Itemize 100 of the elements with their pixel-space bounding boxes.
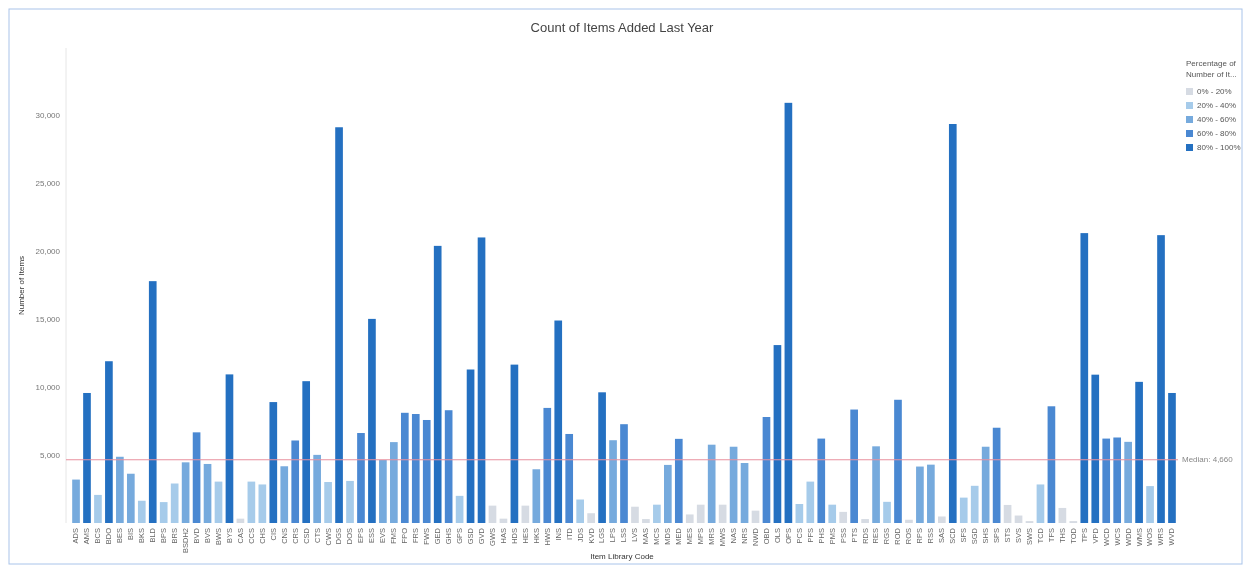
bar bbox=[850, 409, 858, 523]
bar bbox=[357, 433, 365, 523]
bar bbox=[631, 506, 639, 523]
bar bbox=[981, 446, 990, 523]
y-tick-label: 15,000 bbox=[35, 314, 61, 324]
bar bbox=[532, 469, 541, 523]
bar bbox=[126, 473, 135, 523]
bar bbox=[335, 127, 343, 523]
ref-line-label: Median: 4,660 bbox=[1182, 455, 1234, 465]
bar bbox=[948, 124, 957, 523]
legend-label: 40% - 60% bbox=[1197, 115, 1237, 124]
bar bbox=[883, 501, 891, 523]
bar bbox=[346, 480, 354, 523]
x-axis-title: Item Library Code bbox=[590, 552, 655, 561]
bar bbox=[1080, 233, 1089, 523]
bar bbox=[1124, 441, 1132, 523]
legend-label: 0% - 20% bbox=[1197, 87, 1232, 96]
bar bbox=[291, 440, 300, 523]
bar bbox=[861, 519, 869, 523]
bar bbox=[422, 419, 431, 523]
bar bbox=[587, 513, 595, 523]
bar bbox=[83, 392, 91, 523]
bar bbox=[390, 442, 398, 523]
legend-title: Percentage of Number of It... bbox=[1186, 59, 1237, 79]
bar bbox=[269, 402, 278, 523]
bar bbox=[970, 485, 979, 523]
bar bbox=[817, 438, 826, 523]
bar bbox=[839, 511, 848, 523]
bar bbox=[1113, 437, 1122, 523]
bar bbox=[927, 464, 935, 523]
bar bbox=[620, 424, 628, 523]
bar bbox=[729, 446, 738, 523]
chart-title: Count of Items Added Last Year bbox=[530, 20, 715, 35]
y-tick-label: 5,000 bbox=[39, 450, 61, 460]
bar bbox=[466, 369, 475, 523]
y-tick-label: 30,000 bbox=[35, 111, 61, 121]
bar bbox=[1036, 484, 1045, 523]
bar bbox=[905, 519, 913, 523]
bar bbox=[653, 504, 661, 523]
y-tick-label: 20,000 bbox=[35, 247, 61, 257]
bar bbox=[379, 460, 387, 523]
bar bbox=[400, 412, 409, 523]
bar bbox=[1135, 381, 1143, 523]
bar bbox=[1146, 486, 1154, 523]
bar bbox=[828, 504, 837, 523]
bar bbox=[554, 320, 563, 523]
bar bbox=[510, 364, 519, 523]
bar bbox=[1091, 374, 1100, 523]
bar bbox=[280, 466, 289, 523]
bar bbox=[94, 494, 102, 523]
bar bbox=[740, 463, 749, 523]
bar bbox=[247, 481, 256, 523]
bar bbox=[159, 502, 168, 523]
bar bbox=[642, 519, 650, 523]
bar bbox=[433, 245, 442, 523]
bar bbox=[1157, 235, 1165, 523]
bar bbox=[762, 417, 771, 523]
bar bbox=[225, 374, 234, 523]
bar bbox=[674, 438, 683, 523]
bar bbox=[313, 454, 321, 523]
bar bbox=[784, 102, 793, 523]
bar bbox=[170, 483, 179, 523]
bar bbox=[411, 414, 420, 523]
bar bbox=[773, 345, 782, 523]
bar bbox=[368, 318, 376, 523]
bar bbox=[543, 407, 552, 523]
bar bbox=[214, 481, 223, 523]
bar bbox=[1003, 504, 1012, 523]
y-tick-label: 25,000 bbox=[35, 179, 61, 189]
bar bbox=[795, 504, 804, 523]
bar bbox=[1058, 507, 1067, 523]
bar bbox=[137, 500, 146, 523]
y-axis-title: Number of Items bbox=[17, 255, 26, 316]
bar bbox=[455, 495, 464, 523]
bar bbox=[992, 427, 1001, 523]
bar bbox=[664, 464, 672, 523]
bar bbox=[477, 237, 486, 523]
bar bbox=[203, 463, 212, 523]
bar bbox=[576, 499, 584, 523]
bar bbox=[937, 516, 946, 523]
bar bbox=[1168, 392, 1176, 523]
legend-label: 80% - 100% bbox=[1197, 143, 1241, 152]
bar bbox=[181, 462, 190, 523]
bar bbox=[894, 399, 902, 523]
bar bbox=[598, 392, 606, 523]
bar bbox=[258, 484, 267, 523]
bar bbox=[1102, 438, 1111, 523]
bar bbox=[565, 433, 574, 523]
legend-label: 60% - 80% bbox=[1197, 129, 1237, 138]
bar bbox=[324, 482, 332, 523]
bar bbox=[1047, 406, 1056, 523]
bar bbox=[148, 281, 157, 523]
bar bbox=[192, 432, 201, 523]
bar bbox=[872, 446, 880, 523]
bar bbox=[105, 361, 113, 523]
legend-label: 20% - 40% bbox=[1197, 101, 1237, 110]
bar bbox=[302, 381, 311, 523]
bar bbox=[444, 410, 453, 523]
bar bbox=[696, 504, 705, 523]
y-tick-label: 10,000 bbox=[35, 382, 61, 392]
